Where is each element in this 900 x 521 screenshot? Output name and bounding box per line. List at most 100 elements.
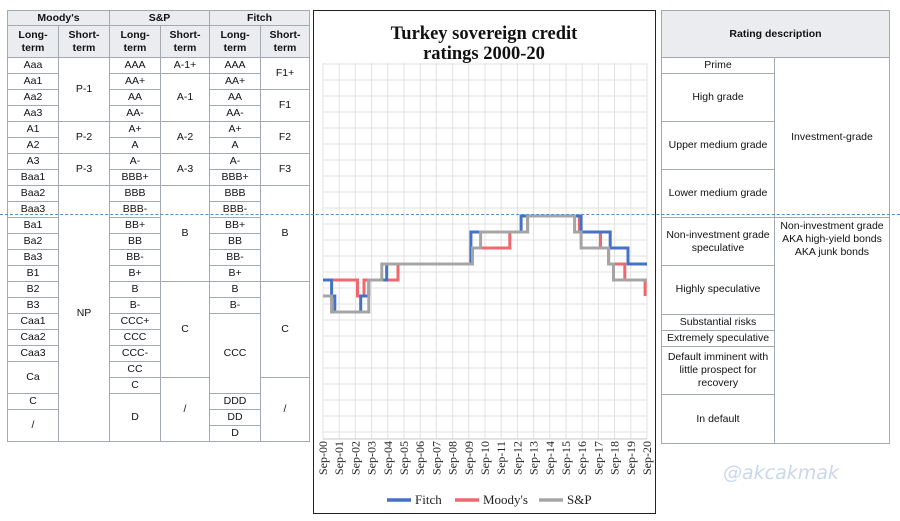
- fitch-long-cell: BBB-: [209, 201, 262, 218]
- moodys-long-cell: A1: [7, 121, 59, 138]
- moodys-long-cell: Caa2: [7, 329, 59, 346]
- moodys-long-cell: A2: [7, 137, 59, 154]
- sp-short-cell: A-2: [160, 121, 211, 154]
- moodys-long-cell: Ba2: [7, 233, 59, 250]
- chart-title-line-2: ratings 2000-20: [423, 44, 545, 64]
- sp-long-cell: AA-: [109, 105, 162, 122]
- moodys-long-cell: A3: [7, 153, 59, 170]
- fitch-short-cell: F2: [260, 121, 311, 154]
- moodys-long-cell: Baa3: [7, 201, 59, 218]
- x-tick-label: Sep-06: [413, 441, 427, 475]
- legend-label: Moody's: [483, 492, 528, 507]
- fitch-long-cell: A+: [209, 121, 262, 138]
- description-cell: Extremely speculative: [661, 329, 775, 347]
- description-cell: Upper medium grade: [661, 121, 775, 170]
- moodys-long-cell: Caa1: [7, 313, 59, 330]
- chart-series: [323, 214, 647, 314]
- legend-label: S&P: [567, 492, 592, 507]
- x-tick-label: Sep-05: [397, 441, 411, 475]
- x-tick-label: Sep-10: [478, 441, 492, 475]
- chart-grid: [322, 63, 648, 440]
- sp-long-cell: CCC-: [109, 345, 162, 362]
- x-tick-label: Sep-13: [527, 441, 541, 475]
- sp-long-cell: BB-: [109, 249, 162, 266]
- moodys-long-cell: Baa1: [7, 169, 59, 186]
- junk-grade-cell: Non-investment grade AKA high-yield bond…: [774, 217, 890, 444]
- moodys-long-cell: Aaa: [7, 57, 59, 74]
- fitch-long-cell: BBB: [209, 185, 262, 202]
- description-cell: Prime: [661, 57, 775, 74]
- agency-header: Moody's: [6, 10, 111, 26]
- sp-long-cell: BB: [109, 233, 162, 250]
- x-tick-label: Sep-08: [446, 441, 460, 475]
- sp-long-cell: CCC+: [109, 313, 162, 330]
- description-cell: Default imminent with little prospect fo…: [661, 345, 775, 396]
- sp-short-cell: C: [160, 281, 211, 378]
- moodys-short-cell: P-1: [57, 57, 111, 122]
- short-term-header: Short-term: [57, 25, 111, 58]
- sp-long-cell: BBB+: [109, 169, 162, 186]
- agency-header: S&P: [109, 10, 211, 26]
- short-term-header: Short-term: [160, 25, 211, 58]
- x-tick-label: Sep-12: [510, 441, 524, 475]
- moodys-long-cell: Caa3: [7, 345, 59, 362]
- investment-grade-cell: Investment-grade: [774, 57, 890, 218]
- moodys-long-cell: B3: [7, 297, 59, 314]
- sp-long-cell: C: [109, 377, 162, 394]
- sp-short-cell: A-3: [160, 153, 211, 186]
- fitch-short-cell: /: [260, 377, 311, 442]
- description-cell: Lower medium grade: [661, 169, 775, 218]
- x-tick-label: Sep-17: [591, 441, 605, 475]
- fitch-long-cell: DDD: [209, 393, 262, 410]
- description-cell: Substantial risks: [661, 313, 775, 331]
- moodys-long-cell: Baa2: [7, 185, 59, 202]
- sp-long-cell: A+: [109, 121, 162, 138]
- x-tick-label: Sep-04: [381, 441, 395, 475]
- agency-header: Fitch: [209, 10, 311, 26]
- sp-long-cell: B-: [109, 297, 162, 314]
- series-line-sp: [323, 214, 647, 314]
- x-tick-label: Sep-11: [494, 441, 508, 475]
- moodys-long-cell: Ba3: [7, 249, 59, 266]
- sp-long-cell: A-: [109, 153, 162, 170]
- fitch-long-cell: AA+: [209, 73, 262, 90]
- description-cell: Highly speculative: [661, 265, 775, 315]
- x-tick-label: Sep-19: [624, 441, 638, 475]
- moodys-long-cell: Ca: [7, 361, 59, 394]
- x-tick-label: Sep-03: [365, 441, 379, 475]
- investment-grade-divider: [0, 214, 900, 215]
- moodys-short-cell: NP: [57, 185, 111, 442]
- description-header: Rating description: [661, 10, 890, 58]
- fitch-short-cell: F1: [260, 89, 311, 122]
- x-tick-label: Sep-20: [640, 441, 654, 475]
- fitch-long-cell: B+: [209, 265, 262, 282]
- sp-long-cell: B: [109, 281, 162, 298]
- moodys-short-cell: P-2: [57, 121, 111, 154]
- fitch-short-cell: B: [260, 185, 311, 282]
- watermark: @akcakmak: [723, 462, 839, 484]
- rating-description-table: Rating description Prime Investment-grade H…: [661, 10, 890, 444]
- chart-legend: Fitch Moody's S&P: [387, 492, 592, 507]
- x-tick-label: Sep-07: [429, 441, 443, 475]
- sp-long-cell: AAA: [109, 57, 162, 74]
- sp-long-cell: CC: [109, 361, 162, 378]
- description-cell: In default: [661, 394, 775, 444]
- moodys-long-cell: Aa3: [7, 105, 59, 122]
- short-term-header: Short-term: [260, 25, 311, 58]
- fitch-long-cell: B-: [209, 297, 262, 314]
- description-cell: Non-investment grade speculative: [661, 217, 775, 266]
- x-tick-label: Sep-15: [559, 441, 573, 475]
- fitch-long-cell: BB+: [209, 217, 262, 234]
- x-tick-label: Sep-16: [575, 441, 589, 475]
- fitch-long-cell: AA-: [209, 105, 262, 122]
- x-tick-label: Sep-14: [543, 441, 557, 475]
- chart-title-line-1: Turkey sovereign credit: [391, 24, 579, 44]
- sp-long-cell: A: [109, 137, 162, 154]
- moodys-long-cell: Ba1: [7, 217, 59, 234]
- moodys-long-cell: B1: [7, 265, 59, 282]
- sp-long-cell: BBB: [109, 185, 162, 202]
- sp-short-cell: A-1+: [160, 57, 211, 74]
- fitch-long-cell: BB: [209, 233, 262, 250]
- fitch-short-cell: F1+: [260, 57, 311, 90]
- fitch-short-cell: F3: [260, 153, 311, 186]
